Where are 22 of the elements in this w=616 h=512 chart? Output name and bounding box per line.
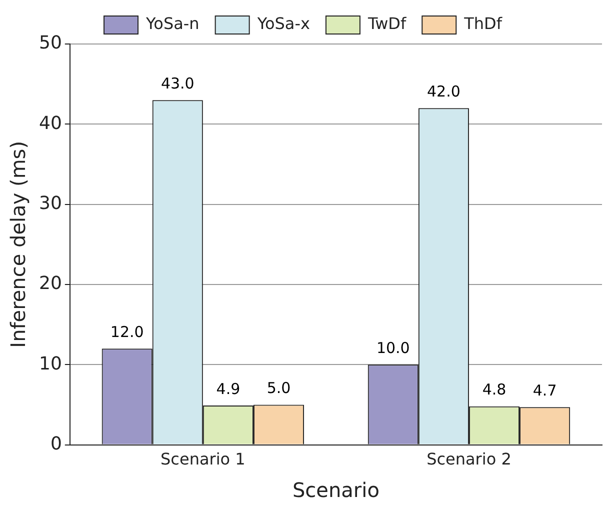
y-tick-label: 10 [39, 353, 62, 374]
x-tick-label: Scenario 2 [426, 450, 512, 469]
legend-label: YoSa-x [256, 14, 310, 34]
y-tick-label: 0 [50, 433, 62, 454]
y-tick-label: 50 [39, 32, 62, 54]
y-tick-label: 40 [39, 112, 62, 134]
data-label: 4.8 [482, 380, 506, 399]
x-tick-label: Scenario 1 [160, 450, 246, 469]
data-label: 4.9 [216, 380, 240, 398]
data-label: 42.0 [427, 82, 460, 101]
data-label: 12.0 [110, 323, 144, 341]
data-label: 43.0 [160, 74, 194, 93]
legend-label: TwDf [366, 14, 406, 34]
x-axis-title: Scenario [292, 478, 380, 502]
data-label: 4.7 [532, 382, 557, 400]
y-tick-label: 20 [39, 273, 62, 294]
data-label: 10.0 [376, 339, 410, 358]
y-tick-label: 30 [39, 192, 62, 214]
y-axis-title: Inference delay (ms) [6, 140, 30, 348]
legend-label: YoSa-n [145, 14, 200, 34]
data-label: 5.0 [266, 379, 291, 398]
legend-label: ThDf [463, 14, 502, 34]
